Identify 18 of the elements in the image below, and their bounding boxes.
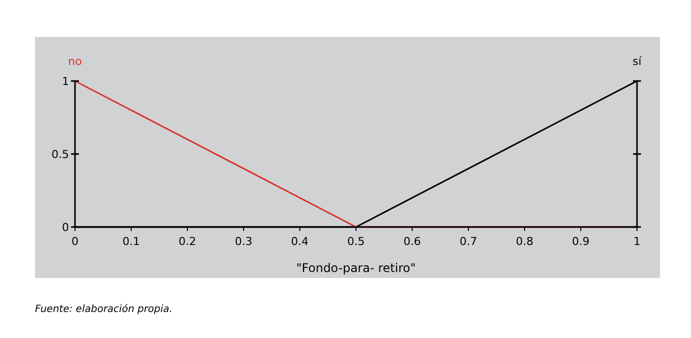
y-tick-label: 1	[62, 75, 69, 88]
x-tick-label: 0.6	[403, 235, 421, 248]
x-tick-label: 0	[72, 235, 78, 248]
series-label: no	[68, 55, 82, 68]
x-tick-label: 0.9	[572, 235, 590, 248]
x-tick-label: 0.2	[178, 235, 196, 248]
y-tick-label: 0.5	[52, 148, 69, 161]
x-tick-label: 0.3	[234, 235, 252, 248]
x-tick-label: 0.1	[122, 235, 140, 248]
x-tick-label: 1	[634, 235, 640, 248]
y-tick-label: 0	[62, 221, 69, 234]
x-tick-label: 0.8	[516, 235, 534, 248]
source-note: Fuente: elaboración propia.	[35, 304, 172, 315]
x-tick-label: 0.7	[460, 235, 478, 248]
x-tick-label: 0.5	[347, 235, 365, 248]
x-tick-label: 0.4	[291, 235, 309, 248]
series-label: sí	[632, 55, 642, 68]
x-axis-title: "Fondo-para- retiro"	[296, 261, 416, 275]
